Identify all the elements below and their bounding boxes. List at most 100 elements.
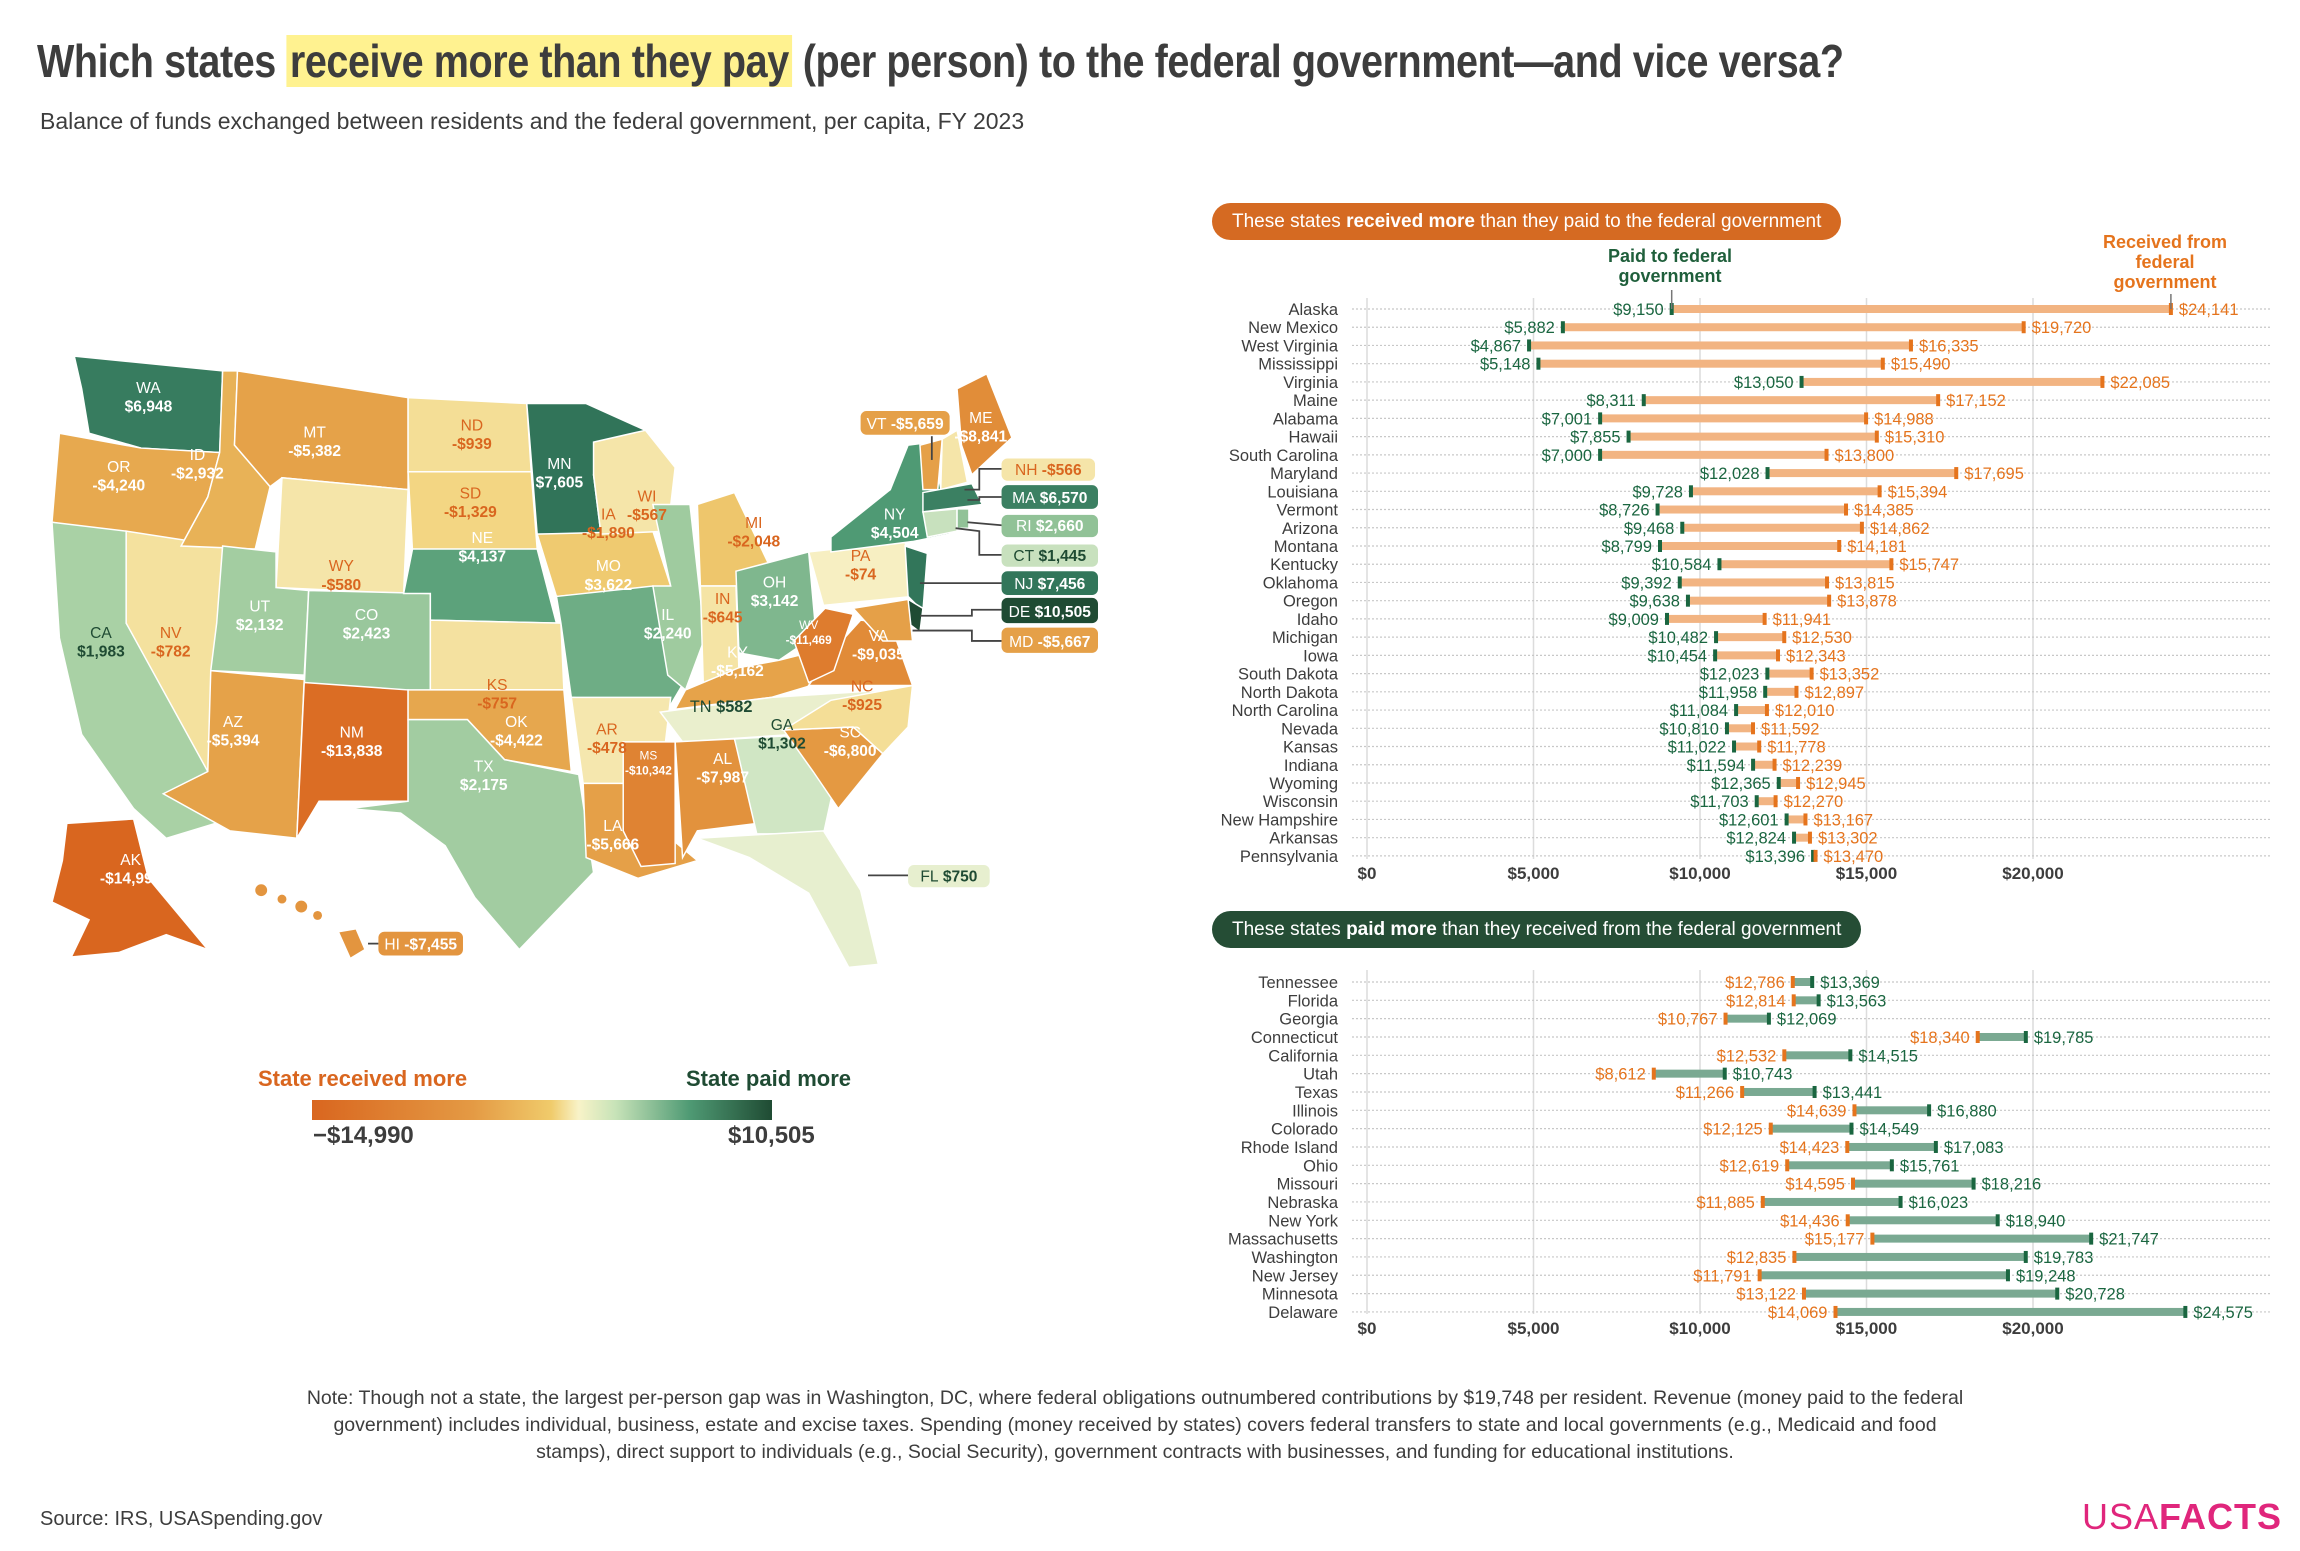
callout-leader-line [919, 608, 1002, 617]
paid-marker [1792, 831, 1797, 844]
state-value: $2,660 [1036, 518, 1084, 535]
state-name: Connecticut [1251, 1029, 1339, 1047]
received-value-label: $13,878 [1837, 593, 1897, 611]
state-name: Alabama [1273, 410, 1339, 428]
state-value: $10,505 [1035, 604, 1092, 621]
dumbbell-bar [1562, 323, 2024, 332]
paid-value-label: $15,761 [1900, 1157, 1960, 1175]
state-abbr-ga: GA [771, 717, 794, 734]
received-marker [1825, 576, 1830, 589]
title-highlight: receive more than they pay [286, 35, 793, 87]
state-value-tx: $2,175 [460, 777, 508, 794]
state-name: New Mexico [1248, 319, 1338, 337]
state-label-ma: MA $6,570 [1012, 490, 1088, 507]
state-name: North Carolina [1232, 702, 1339, 720]
chart-row: New Jersey $11,791 $19,248 [1252, 1267, 2270, 1285]
logo-facts: FACTS [2159, 1496, 2283, 1537]
state-name: Vermont [1277, 502, 1339, 520]
state-value-ms: -$10,342 [625, 763, 672, 777]
x-tick-label: $20,000 [2002, 1319, 2063, 1338]
x-tick-label: $0 [1358, 864, 1377, 883]
state-name: New Hampshire [1221, 811, 1338, 829]
state-value-ia: -$1,890 [582, 525, 635, 542]
chart-paid-more: $0 $5,000 $10,000 $15,000 $20,000 Tennessee $1… [1228, 970, 2270, 1338]
state-label-ct: CT $1,445 [1013, 548, 1086, 565]
legend-paid-label: State paid more [686, 1066, 852, 1091]
dumbbell-bar [1762, 1197, 1901, 1206]
state-name: Washington [1251, 1249, 1338, 1267]
received-value-label: $15,490 [1891, 356, 1951, 374]
chart-row: Montana $8,799 $14,181 [1274, 538, 2270, 556]
title-pre: Which states [37, 35, 287, 87]
state-az [161, 669, 306, 840]
dumbbell-bar [1538, 359, 1883, 368]
paid-value-label: $9,150 [1613, 301, 1663, 319]
state-name: New York [1268, 1212, 1338, 1230]
received-marker [1757, 740, 1762, 753]
state-value: $6,570 [1040, 490, 1088, 507]
paid-marker [1811, 849, 1816, 862]
paid-marker [1776, 776, 1781, 789]
chart-row: Kentucky $10,584 $15,747 [1270, 556, 2270, 574]
received-marker [1791, 994, 1796, 1007]
dumbbell-bar [1716, 633, 1785, 642]
x-tick-label: $5,000 [1508, 864, 1560, 883]
paid-value-label: $19,785 [2034, 1029, 2094, 1047]
received-value-label: $12,125 [1703, 1121, 1763, 1139]
state-name: Wisconsin [1263, 793, 1338, 811]
paid-value-label: $12,365 [1711, 775, 1771, 793]
dumbbell-bar [1847, 1142, 1936, 1151]
state-abbr: TN [690, 698, 712, 716]
state-name: Utah [1303, 1066, 1338, 1084]
received-marker [1740, 1085, 1745, 1098]
received-value-label: $14,988 [1874, 410, 1934, 428]
chart-row: Rhode Island $14,423 $17,083 [1241, 1139, 2270, 1157]
dumbbell-bar [1977, 1032, 2026, 1041]
state-abbr-in: IN [715, 591, 731, 608]
chart-row: West Virginia $4,867 $16,335 [1241, 337, 2270, 355]
received-marker [1751, 722, 1756, 735]
paid-value-label: $17,083 [1944, 1139, 2004, 1157]
state-label-fl: FL $750 [920, 868, 977, 885]
chart-row: Alaska $9,150 $24,141 [1288, 301, 2270, 319]
state-abbr-ks: KS [487, 677, 508, 694]
received-value-label: $11,885 [1696, 1194, 1754, 1212]
state-ct [922, 508, 958, 538]
state-value-nc: -$925 [842, 697, 882, 714]
state-value-ne: $4,137 [458, 549, 506, 566]
state-abbr-la: LA [603, 818, 623, 835]
received-value-label: $12,619 [1720, 1157, 1780, 1175]
paid-value-label: $14,549 [1859, 1121, 1919, 1139]
chart-row: Tennessee $12,786 $13,369 [1258, 974, 2270, 992]
received-marker [1833, 1305, 1838, 1318]
state-name: Mississippi [1258, 356, 1338, 374]
paid-value-label: $12,028 [1700, 465, 1760, 483]
chart-row: Oregon $9,638 $13,878 [1283, 593, 2270, 611]
state-nm [296, 681, 409, 839]
badge-bold-text: received more [1346, 211, 1475, 232]
paid-marker [1898, 1195, 1903, 1208]
state-name: Indiana [1284, 757, 1339, 775]
chart-row: Illinois $14,639 $16,880 [1292, 1102, 2270, 1120]
paid-marker [1677, 576, 1682, 589]
state-abbr: DE [1009, 604, 1031, 621]
chart-row: Delaware $14,069 $24,575 [1268, 1304, 2270, 1322]
state-abbr-al: AL [713, 751, 732, 768]
state-hi-island [277, 894, 287, 904]
state-name: Virginia [1283, 374, 1339, 392]
received-marker [1975, 1030, 1980, 1043]
state-il [651, 503, 706, 692]
received-value-label: $12,530 [1792, 629, 1852, 647]
received-marker [1852, 1104, 1857, 1117]
state-value-mo: $3,622 [585, 577, 633, 594]
received-value-label: $12,786 [1725, 974, 1785, 992]
state-abbr-ky: KY [727, 644, 748, 661]
map-states: WA $6,948 OR-$4,240 CA $1,983 NV -$782 ID-$2,93… [51, 355, 1098, 969]
dumbbell-bar [1765, 687, 1797, 696]
received-marker [1870, 1232, 1875, 1245]
state-value-or: -$4,240 [92, 477, 145, 494]
received-value-label: $24,141 [2179, 301, 2239, 319]
state-value-ut: $2,132 [236, 617, 284, 634]
paid-more-badge: These states paid more than they receive… [1212, 911, 1862, 948]
